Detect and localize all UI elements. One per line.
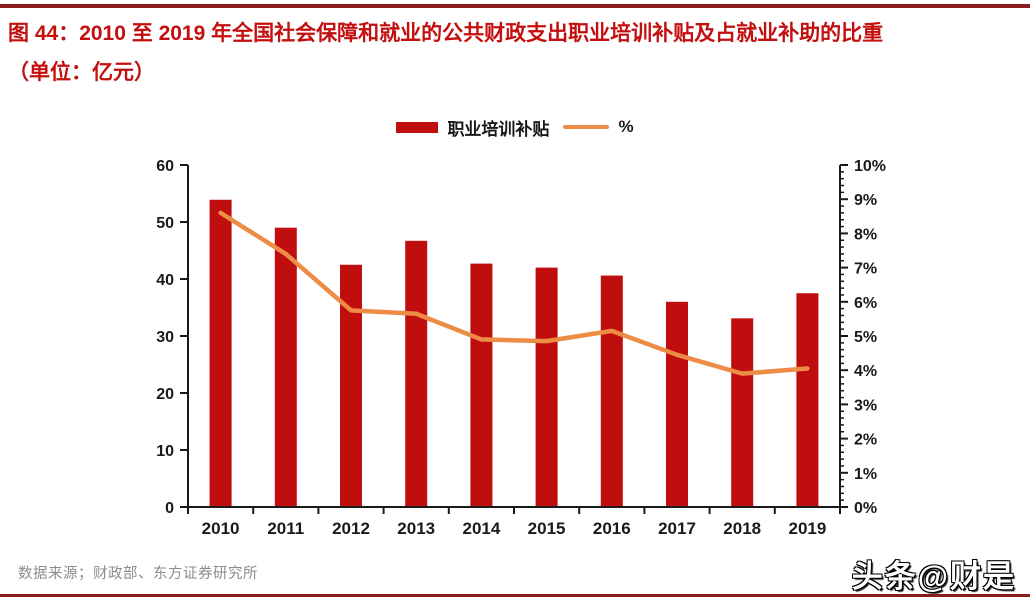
x-tick-label: 2017 [658,519,696,538]
left-tick-label: 20 [156,386,174,403]
left-tick-label: 30 [156,329,174,346]
right-tick-label: 5% [854,329,877,346]
right-tick-label: 4% [854,363,877,380]
x-tick-label: 2012 [332,519,370,538]
left-tick-label: 10 [156,443,174,460]
bar-series-label: 职业培训补贴 [447,119,550,139]
legend-item-line: % [563,117,634,137]
right-tick-label: 2% [854,432,877,449]
legend-item-bar: 职业培训补贴 [396,115,549,140]
bar-series-swatch [396,121,439,133]
chart-title-line2: （单位：亿元） [8,61,155,84]
x-tick-label: 2018 [723,519,761,538]
left-tick-label: 50 [156,215,174,232]
legend: 职业培训补贴 % [0,112,1030,142]
right-tick-label: 0% [854,500,877,517]
bar-2014 [470,263,493,507]
percentage-line [218,210,810,376]
bar-2010 [209,199,232,507]
left-tick-label: 40 [156,272,174,289]
right-tick-label: 6% [854,295,877,312]
data-source-note: 数据来源；财政部、东方证券研究所 [18,566,258,582]
line-series-swatch [563,124,610,130]
bar-2019 [796,293,819,507]
bar-2017 [666,301,688,507]
chart-title-line1: 图 44：2010 至 2019 年全国社会保障和就业的公共财政支出职业培训补贴… [8,22,884,45]
x-tick-label: 2015 [528,519,566,538]
right-tick-label: 8% [854,226,877,243]
bar-2018 [731,318,754,507]
chart-plot: 0 10 20 30 40 50 60 0% 1% 2% 3% 4% 5% 6% 7% 8% 9% 10% 2010… [156,158,886,538]
right-tick-label: 9% [854,192,877,209]
bar-2013 [405,240,428,507]
bar-2016 [600,275,623,507]
watermark: 头条@财是 [851,559,1016,594]
x-tick-label: 2010 [202,519,240,538]
left-tick-label: 0 [165,500,174,517]
x-tick-label: 2013 [397,519,435,538]
chart-title: 图 44：2010 至 2019 年全国社会保障和就业的公共财政支出职业培训补贴… [8,14,1024,92]
top-divider [0,4,1030,8]
x-tick-label: 2016 [593,519,631,538]
bar-2015 [535,267,558,507]
bar-2012 [340,264,362,507]
right-tick-label: 3% [854,397,877,414]
line-series-label: % [618,117,634,136]
bottom-divider [0,594,1030,597]
bar-2011 [274,227,297,507]
x-tick-label: 2011 [267,519,304,538]
x-tick-label: 2019 [788,519,826,538]
left-tick-label: 60 [156,158,174,175]
right-tick-label: 10% [854,158,886,175]
right-tick-label: 1% [854,466,877,483]
x-tick-label: 2014 [462,519,500,538]
right-tick-label: 7% [854,261,877,278]
